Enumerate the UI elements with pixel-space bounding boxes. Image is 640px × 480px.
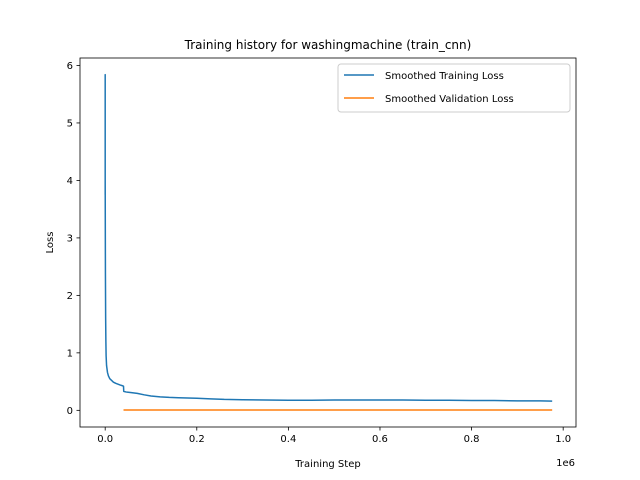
x-tick-label: 0.0 bbox=[97, 434, 113, 445]
x-tick-label: 0.2 bbox=[189, 434, 205, 445]
plot-area-frame bbox=[79, 57, 577, 428]
y-tick-label: 2 bbox=[67, 291, 73, 302]
series-line-0 bbox=[104, 73, 553, 402]
y-tick-label: 6 bbox=[67, 61, 73, 72]
chart-title: Training history for washingmachine (tra… bbox=[184, 38, 472, 52]
x-tick-label: 0.6 bbox=[372, 434, 388, 445]
y-axis-label: Loss bbox=[45, 232, 56, 254]
legend-validation-loss-label: Smoothed Validation Loss bbox=[385, 94, 514, 105]
plot-series bbox=[104, 73, 553, 411]
y-tick-label: 1 bbox=[67, 348, 73, 359]
x-axis-ticks: 0.0 0.2 0.4 0.6 0.8 1.0 bbox=[97, 427, 571, 445]
y-tick-label: 0 bbox=[67, 406, 73, 417]
legend: Smoothed Training Loss Smoothed Validati… bbox=[337, 63, 571, 113]
x-axis-offset-text: 1e6 bbox=[556, 458, 575, 469]
y-tick-label: 4 bbox=[67, 176, 73, 187]
legend-training-loss-label: Smoothed Training Loss bbox=[385, 71, 504, 82]
x-tick-label: 1.0 bbox=[555, 434, 571, 445]
x-tick-label: 0.4 bbox=[280, 434, 296, 445]
x-tick-label: 0.8 bbox=[464, 434, 480, 445]
legend-box bbox=[337, 63, 571, 113]
y-tick-label: 3 bbox=[67, 233, 73, 244]
x-axis-label: Training Step bbox=[294, 459, 360, 470]
y-axis-ticks: 0 1 2 3 4 5 6 bbox=[67, 61, 80, 417]
y-tick-label: 5 bbox=[67, 118, 73, 129]
